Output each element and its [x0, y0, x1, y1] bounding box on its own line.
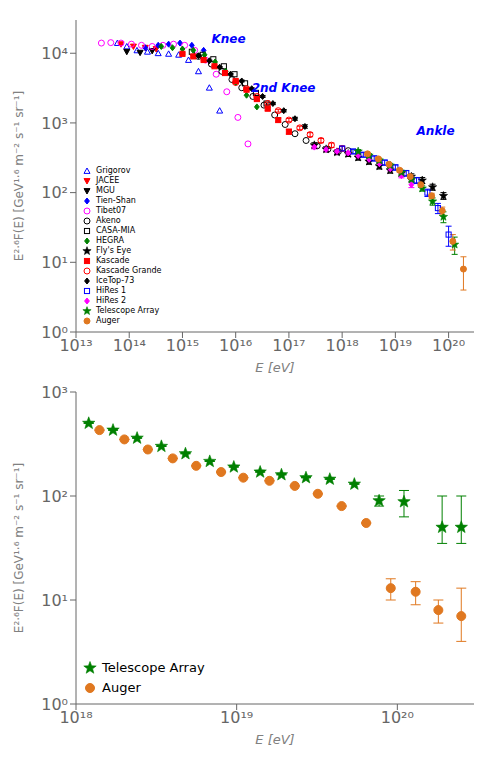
html-text:Tibet07: Tibet07 — [96, 206, 127, 215]
svg-text:10¹⁹: 10¹⁹ — [220, 708, 253, 727]
html-text:JACEE: JACEE — [96, 176, 120, 185]
svg-text:10²⁰: 10²⁰ — [432, 336, 465, 355]
html-text:Akeno: Akeno — [96, 216, 121, 225]
html-text:IceTop-73: IceTop-73 — [96, 276, 135, 285]
html-text:Grigorov: Grigorov — [96, 166, 131, 175]
svg-text:2nd Knee: 2nd Knee — [252, 81, 316, 95]
svg-text:10²: 10² — [41, 487, 68, 506]
html-text:Fly's Eye: Fly's Eye — [96, 246, 132, 255]
html-text:MGU: MGU — [96, 186, 115, 195]
svg-text:10¹⁵: 10¹⁵ — [166, 336, 199, 355]
svg-text:10⁰: 10⁰ — [41, 323, 68, 342]
svg-text:E [eV]: E [eV] — [255, 732, 294, 747]
html-text:Telescope Array: Telescope Array — [102, 660, 205, 675]
svg-text:10¹⁶: 10¹⁶ — [219, 336, 252, 355]
html-text:Auger: Auger — [102, 680, 141, 695]
svg-text:10⁴: 10⁴ — [41, 44, 68, 63]
svg-text:10⁰: 10⁰ — [41, 695, 68, 714]
html-text:Auger: Auger — [96, 316, 120, 325]
svg-text:10¹⁸: 10¹⁸ — [326, 336, 359, 355]
html-text:HiRes 1: HiRes 1 — [96, 286, 127, 295]
svg-text:E²·⁶F(E) [GeV¹·⁶ m⁻² s⁻¹ sr⁻¹]: E²·⁶F(E) [GeV¹·⁶ m⁻² s⁻¹ sr⁻¹] — [12, 91, 26, 261]
html-text:CASA-MIA: CASA-MIA — [96, 226, 136, 235]
html-text:Kascade: Kascade — [96, 256, 130, 265]
svg-text:Ankle: Ankle — [416, 124, 455, 138]
svg-text:10²⁰: 10²⁰ — [381, 708, 414, 727]
svg-text:10¹⁴: 10¹⁴ — [113, 336, 146, 355]
html-text:Tien-Shan: Tien-Shan — [96, 196, 136, 205]
svg-text:10¹⁷: 10¹⁷ — [272, 336, 305, 355]
html-text:Kascade Grande: Kascade Grande — [96, 266, 162, 275]
html-text:HEGRA: HEGRA — [96, 236, 124, 245]
svg-text:10³: 10³ — [41, 383, 68, 402]
svg-text:10²: 10² — [41, 183, 68, 202]
svg-text:10¹⁸: 10¹⁸ — [59, 708, 93, 728]
svg-text:10¹⁹: 10¹⁹ — [379, 336, 412, 355]
svg-text:10¹³: 10¹³ — [59, 336, 93, 356]
svg-text:E [eV]: E [eV] — [255, 360, 294, 375]
svg-text:Knee: Knee — [211, 32, 245, 46]
svg-text:10³: 10³ — [41, 114, 68, 133]
svg-text:10¹: 10¹ — [41, 591, 68, 610]
svg-text:E²·⁶F(E) [GeV¹·⁶ m⁻² s⁻¹ sr⁻¹]: E²·⁶F(E) [GeV¹·⁶ m⁻² s⁻¹ sr⁻¹] — [12, 463, 26, 633]
html-text:Telescope Array: Telescope Array — [96, 306, 160, 315]
html-text:HiRes 2: HiRes 2 — [96, 296, 127, 305]
svg-text:10¹: 10¹ — [41, 253, 68, 272]
